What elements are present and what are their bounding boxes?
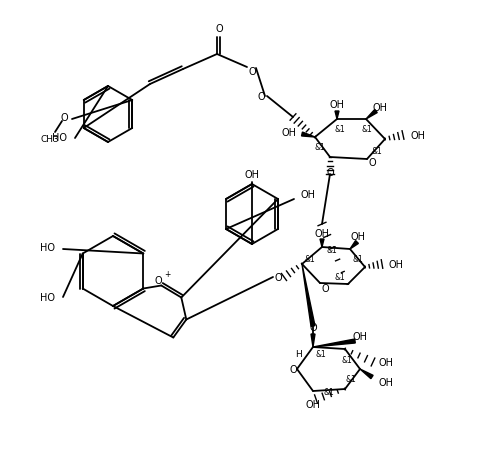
Text: OH: OH [378, 357, 393, 367]
Text: O: O [289, 364, 297, 374]
Text: O: O [321, 283, 329, 293]
Text: OH: OH [372, 103, 388, 113]
Text: O: O [309, 322, 317, 332]
Text: &1: &1 [323, 387, 334, 397]
Text: O: O [248, 67, 256, 77]
Text: OH: OH [378, 377, 393, 387]
Text: OH: OH [388, 259, 403, 269]
Polygon shape [320, 239, 324, 248]
Text: HO: HO [40, 242, 55, 252]
Polygon shape [350, 241, 358, 249]
Text: OH: OH [410, 131, 425, 141]
Text: CH3: CH3 [41, 135, 59, 144]
Text: &1: &1 [316, 350, 326, 359]
Polygon shape [313, 339, 355, 347]
Text: &1: &1 [305, 254, 316, 263]
Text: O: O [257, 92, 265, 102]
Text: OH: OH [315, 228, 329, 238]
Text: &1: &1 [315, 143, 325, 152]
Text: HO: HO [52, 133, 67, 143]
Text: &1: &1 [362, 125, 372, 134]
Polygon shape [311, 334, 315, 347]
Text: OH: OH [300, 189, 315, 199]
Text: OH: OH [352, 331, 368, 341]
Polygon shape [366, 110, 377, 120]
Text: &1: &1 [371, 146, 382, 155]
Text: &1: &1 [353, 255, 364, 264]
Text: &1: &1 [335, 125, 345, 134]
Text: O: O [60, 113, 68, 123]
Text: &1: &1 [335, 273, 345, 282]
Text: OH: OH [350, 231, 366, 241]
Text: O: O [368, 158, 376, 168]
Polygon shape [302, 265, 315, 327]
Text: HO: HO [40, 292, 55, 302]
Text: O: O [274, 272, 282, 282]
Polygon shape [301, 133, 315, 138]
Text: &1: &1 [345, 375, 356, 384]
Text: OH: OH [245, 169, 260, 179]
Text: &1: &1 [327, 246, 338, 255]
Text: OH: OH [329, 100, 344, 110]
Text: O: O [154, 276, 162, 286]
Polygon shape [335, 112, 339, 120]
Text: +: + [164, 269, 171, 278]
Text: &1: &1 [342, 356, 352, 365]
Text: O: O [326, 168, 334, 178]
Text: OH: OH [281, 128, 296, 138]
Text: OH: OH [305, 399, 320, 409]
Text: H: H [294, 350, 301, 359]
Polygon shape [360, 369, 373, 379]
Text: O: O [215, 24, 223, 34]
